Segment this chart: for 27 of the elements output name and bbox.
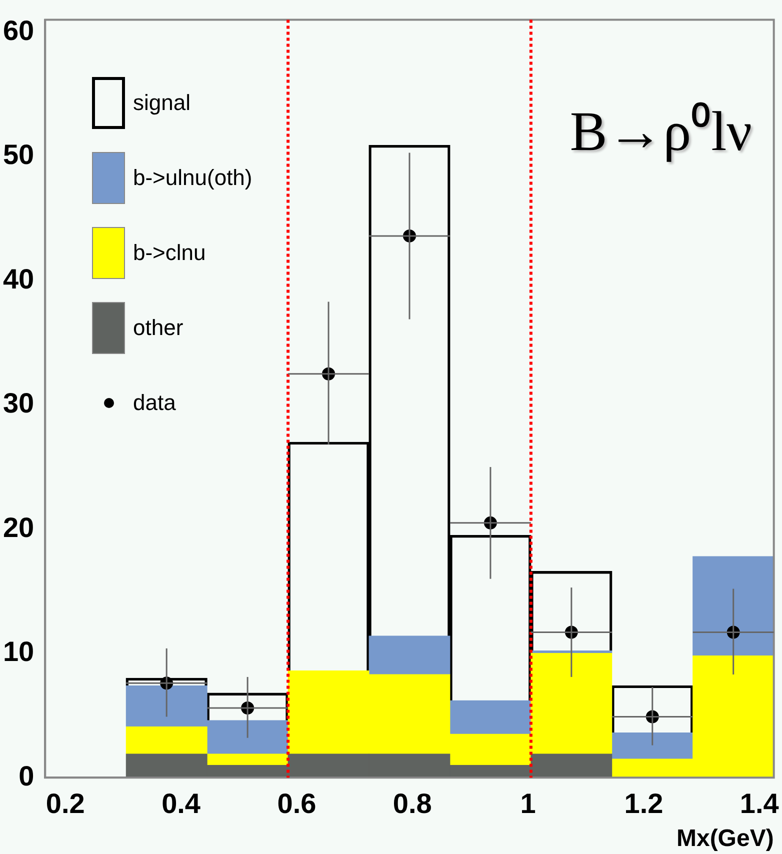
x-tick-label: 1.2	[624, 788, 664, 820]
legend-label: b->clnu	[133, 240, 206, 266]
y-tick-label: 40	[2, 263, 34, 294]
legend-label: signal	[133, 90, 190, 116]
x-tick-label: 0.2	[46, 788, 85, 820]
x-tick-label: 1.4	[740, 788, 780, 820]
y-tick-label: 30	[2, 388, 34, 419]
y-tick-label: 0	[18, 760, 34, 792]
legend-label: other	[133, 314, 184, 340]
bar	[612, 732, 694, 759]
legend-label: data	[133, 390, 176, 416]
y-tick-label: 10	[2, 636, 34, 668]
x-tick-label: 0.6	[277, 788, 316, 820]
y-tick-label: 60	[2, 14, 34, 46]
legend-label: b->ulnu(oth)	[133, 164, 252, 190]
bar	[126, 726, 208, 754]
y-tick-label: 50	[2, 139, 34, 170]
bar	[206, 754, 288, 766]
y-tick-label: 20	[2, 512, 34, 543]
bar	[450, 700, 532, 734]
x-tick-label: 1	[520, 788, 536, 820]
bar	[368, 636, 450, 674]
x-tick-label: 0.4	[162, 788, 201, 820]
x-tick-label: 0.8	[392, 788, 432, 820]
bar	[692, 556, 774, 656]
annotation: B→ρ⁰lν	[570, 100, 752, 165]
x-axis-title: Mx(GeV)	[676, 825, 774, 852]
